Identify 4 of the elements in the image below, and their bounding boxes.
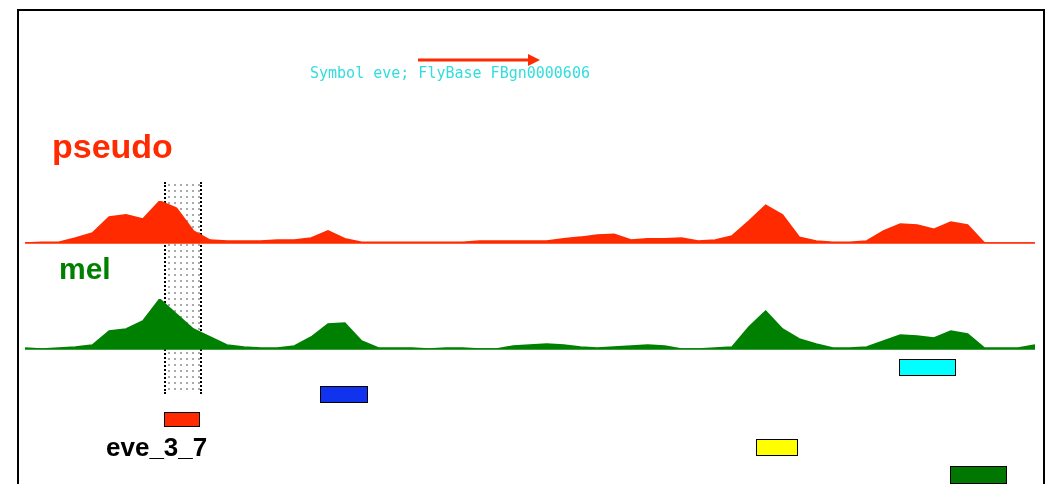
series-label: pseudo	[48, 125, 177, 168]
series-label: mel	[55, 250, 115, 288]
text: eve_3_7	[106, 432, 208, 463]
text: Symbol eve; FlyBase FBgn0000606	[310, 64, 590, 82]
